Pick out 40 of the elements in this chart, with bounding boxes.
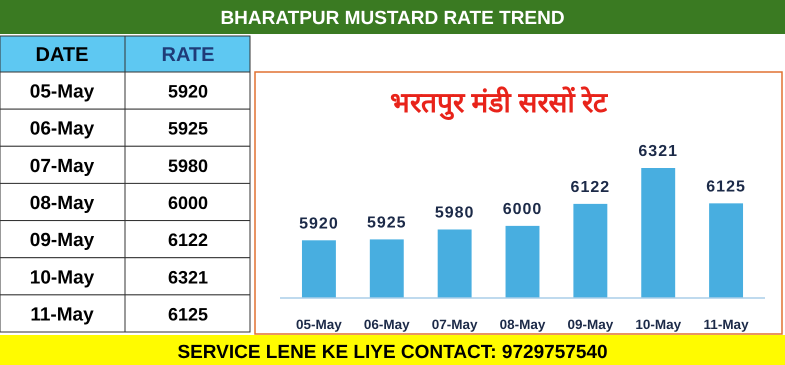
data-label: 6321 [638,143,678,160]
x-tick-label: 09-May [567,317,614,332]
data-label: 5920 [299,215,339,232]
data-label: 6122 [570,178,610,196]
table-header: DATE RATE [0,36,250,72]
rate-table: DATE RATE 05-May 5920 06-May 5925 07-May 5980 08-May 6000 09-May 6122 10-May 6321 11-May 6125 [0,36,250,332]
x-tick-label: 05-May [296,317,342,332]
bar: 5920 [299,215,339,298]
title-band: BHARATPUR MUSTARD RATE TREND [0,0,785,34]
data-label: 5920 [168,82,208,102]
bar: 6321 [638,143,678,298]
category-label: 09-May [30,230,95,252]
category-label: 05-May [30,82,95,103]
category-label: 06-May [30,118,95,140]
data-label: 6321 [168,267,208,288]
data-label: 6000 [502,200,542,218]
x-tick-label: 10-May [635,317,682,332]
data-label: 5925 [366,214,407,232]
bar: 6125 [706,178,746,298]
chart-subtitle: भरतपुर मंडी सरसों रेट [390,86,608,120]
data-label: 6122 [168,230,208,250]
bar: 5925 [367,214,407,298]
x-tick-label: 07-May [432,317,478,332]
bar: 5980 [434,204,474,298]
category-label: 07-May [30,156,95,177]
data-label: 6000 [168,193,208,213]
footer-band: SERVICE LENE KE LIYE CONTACT: 9729757540 [0,335,785,365]
data-label: 5980 [168,156,208,176]
category-label: 10-May [30,267,95,288]
x-tick-label: 11-May [704,317,750,332]
bar: 6000 [502,200,542,298]
category-label: 08-May [30,193,95,214]
data-label: 6125 [706,178,746,196]
chart-title: BHARATPUR MUSTARD RATE TREND [220,8,565,29]
data-label: 6125 [168,304,208,324]
bar: 6122 [570,178,610,298]
x-tick-label: 08-May [500,317,546,332]
x-tick-label: 06-May [364,317,410,332]
data-label: 5980 [434,204,474,222]
data-label: 5925 [168,118,208,139]
